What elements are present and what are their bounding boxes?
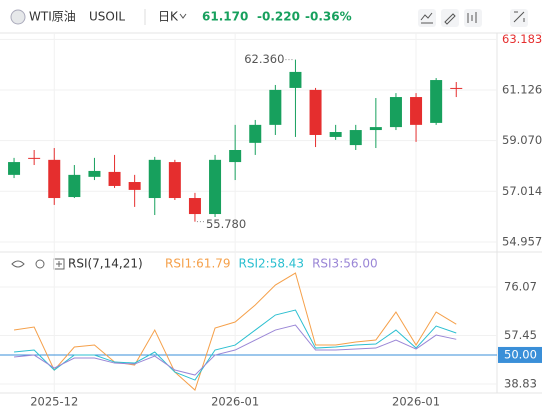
rsi-line bbox=[14, 309, 457, 381]
candle-body bbox=[68, 174, 81, 198]
settings-icon[interactable] bbox=[35, 259, 45, 269]
candle-body bbox=[28, 157, 41, 159]
tool-icon[interactable] bbox=[444, 13, 456, 25]
indicator-title: RSI(7,14,21) bbox=[68, 257, 143, 271]
candle-body bbox=[229, 149, 242, 163]
y-tick-label: 59.070 bbox=[502, 133, 542, 147]
candle-body bbox=[108, 171, 121, 186]
tool-icon[interactable] bbox=[467, 12, 477, 23]
candle-body bbox=[329, 132, 342, 137]
tool-button[interactable] bbox=[441, 9, 459, 27]
symbol[interactable]: USOIL bbox=[89, 10, 125, 24]
candle-body bbox=[389, 97, 402, 128]
tool-button[interactable] bbox=[510, 9, 528, 27]
change-pct: -0.36% bbox=[305, 10, 352, 24]
candle-body bbox=[289, 71, 302, 88]
y-tick-label: 63.183 bbox=[502, 32, 542, 46]
logo bbox=[10, 9, 26, 25]
x-tick-label: 2026-01 bbox=[211, 395, 259, 409]
dropdown-icon[interactable] bbox=[179, 13, 187, 19]
rsi-line bbox=[13, 272, 457, 391]
candle-body bbox=[8, 162, 21, 175]
candle-body bbox=[430, 80, 443, 123]
candle-body bbox=[209, 159, 222, 215]
y-tick-label: 57.014 bbox=[502, 184, 542, 198]
candle-body bbox=[88, 170, 101, 177]
y-tick-label: 50.00 bbox=[504, 347, 537, 361]
price: 61.170 bbox=[202, 10, 248, 24]
candle-body bbox=[369, 127, 382, 131]
tool-button[interactable] bbox=[418, 9, 436, 27]
annotation: 62.360 bbox=[244, 52, 284, 66]
period[interactable]: 日K bbox=[158, 10, 179, 24]
y-tick-badge bbox=[498, 346, 542, 363]
add-icon[interactable] bbox=[56, 261, 62, 267]
x-tick-label: 2025-12 bbox=[30, 395, 78, 409]
annotation: 55.780 bbox=[206, 217, 246, 231]
y-tick-label: 76.07 bbox=[504, 280, 537, 294]
legend-entry: RSI1:61.79 bbox=[165, 257, 231, 271]
y-tick-label: 61.126 bbox=[502, 82, 542, 96]
candle-body bbox=[450, 87, 463, 89]
y-tick-label: 38.83 bbox=[504, 377, 537, 391]
instrument-name: WTI原油 bbox=[29, 10, 76, 24]
candle-body bbox=[48, 159, 61, 199]
candle-body bbox=[148, 159, 161, 199]
tool-button[interactable] bbox=[464, 9, 482, 27]
candle-body bbox=[410, 97, 423, 125]
change: -0.220 bbox=[257, 10, 300, 24]
x-tick-label: 2026-01 bbox=[392, 395, 440, 409]
candle-body bbox=[249, 124, 262, 143]
rsi-line bbox=[14, 324, 457, 376]
candle-body bbox=[309, 89, 322, 135]
candle-body bbox=[349, 130, 362, 146]
toolbar[interactable] bbox=[418, 9, 528, 27]
eye-icon[interactable] bbox=[11, 260, 25, 268]
candle-body bbox=[168, 162, 181, 199]
candle-body bbox=[128, 182, 141, 190]
legend-entry: RSI3:56.00 bbox=[312, 257, 378, 271]
candle-body bbox=[188, 198, 201, 215]
legend-entry: RSI2:58.43 bbox=[239, 257, 305, 271]
candle-body bbox=[269, 89, 282, 125]
tool-icon[interactable] bbox=[420, 12, 433, 24]
tool-icon[interactable] bbox=[513, 11, 525, 23]
y-tick-label: 57.45 bbox=[504, 328, 537, 342]
y-tick-label: 54.957 bbox=[502, 234, 542, 248]
